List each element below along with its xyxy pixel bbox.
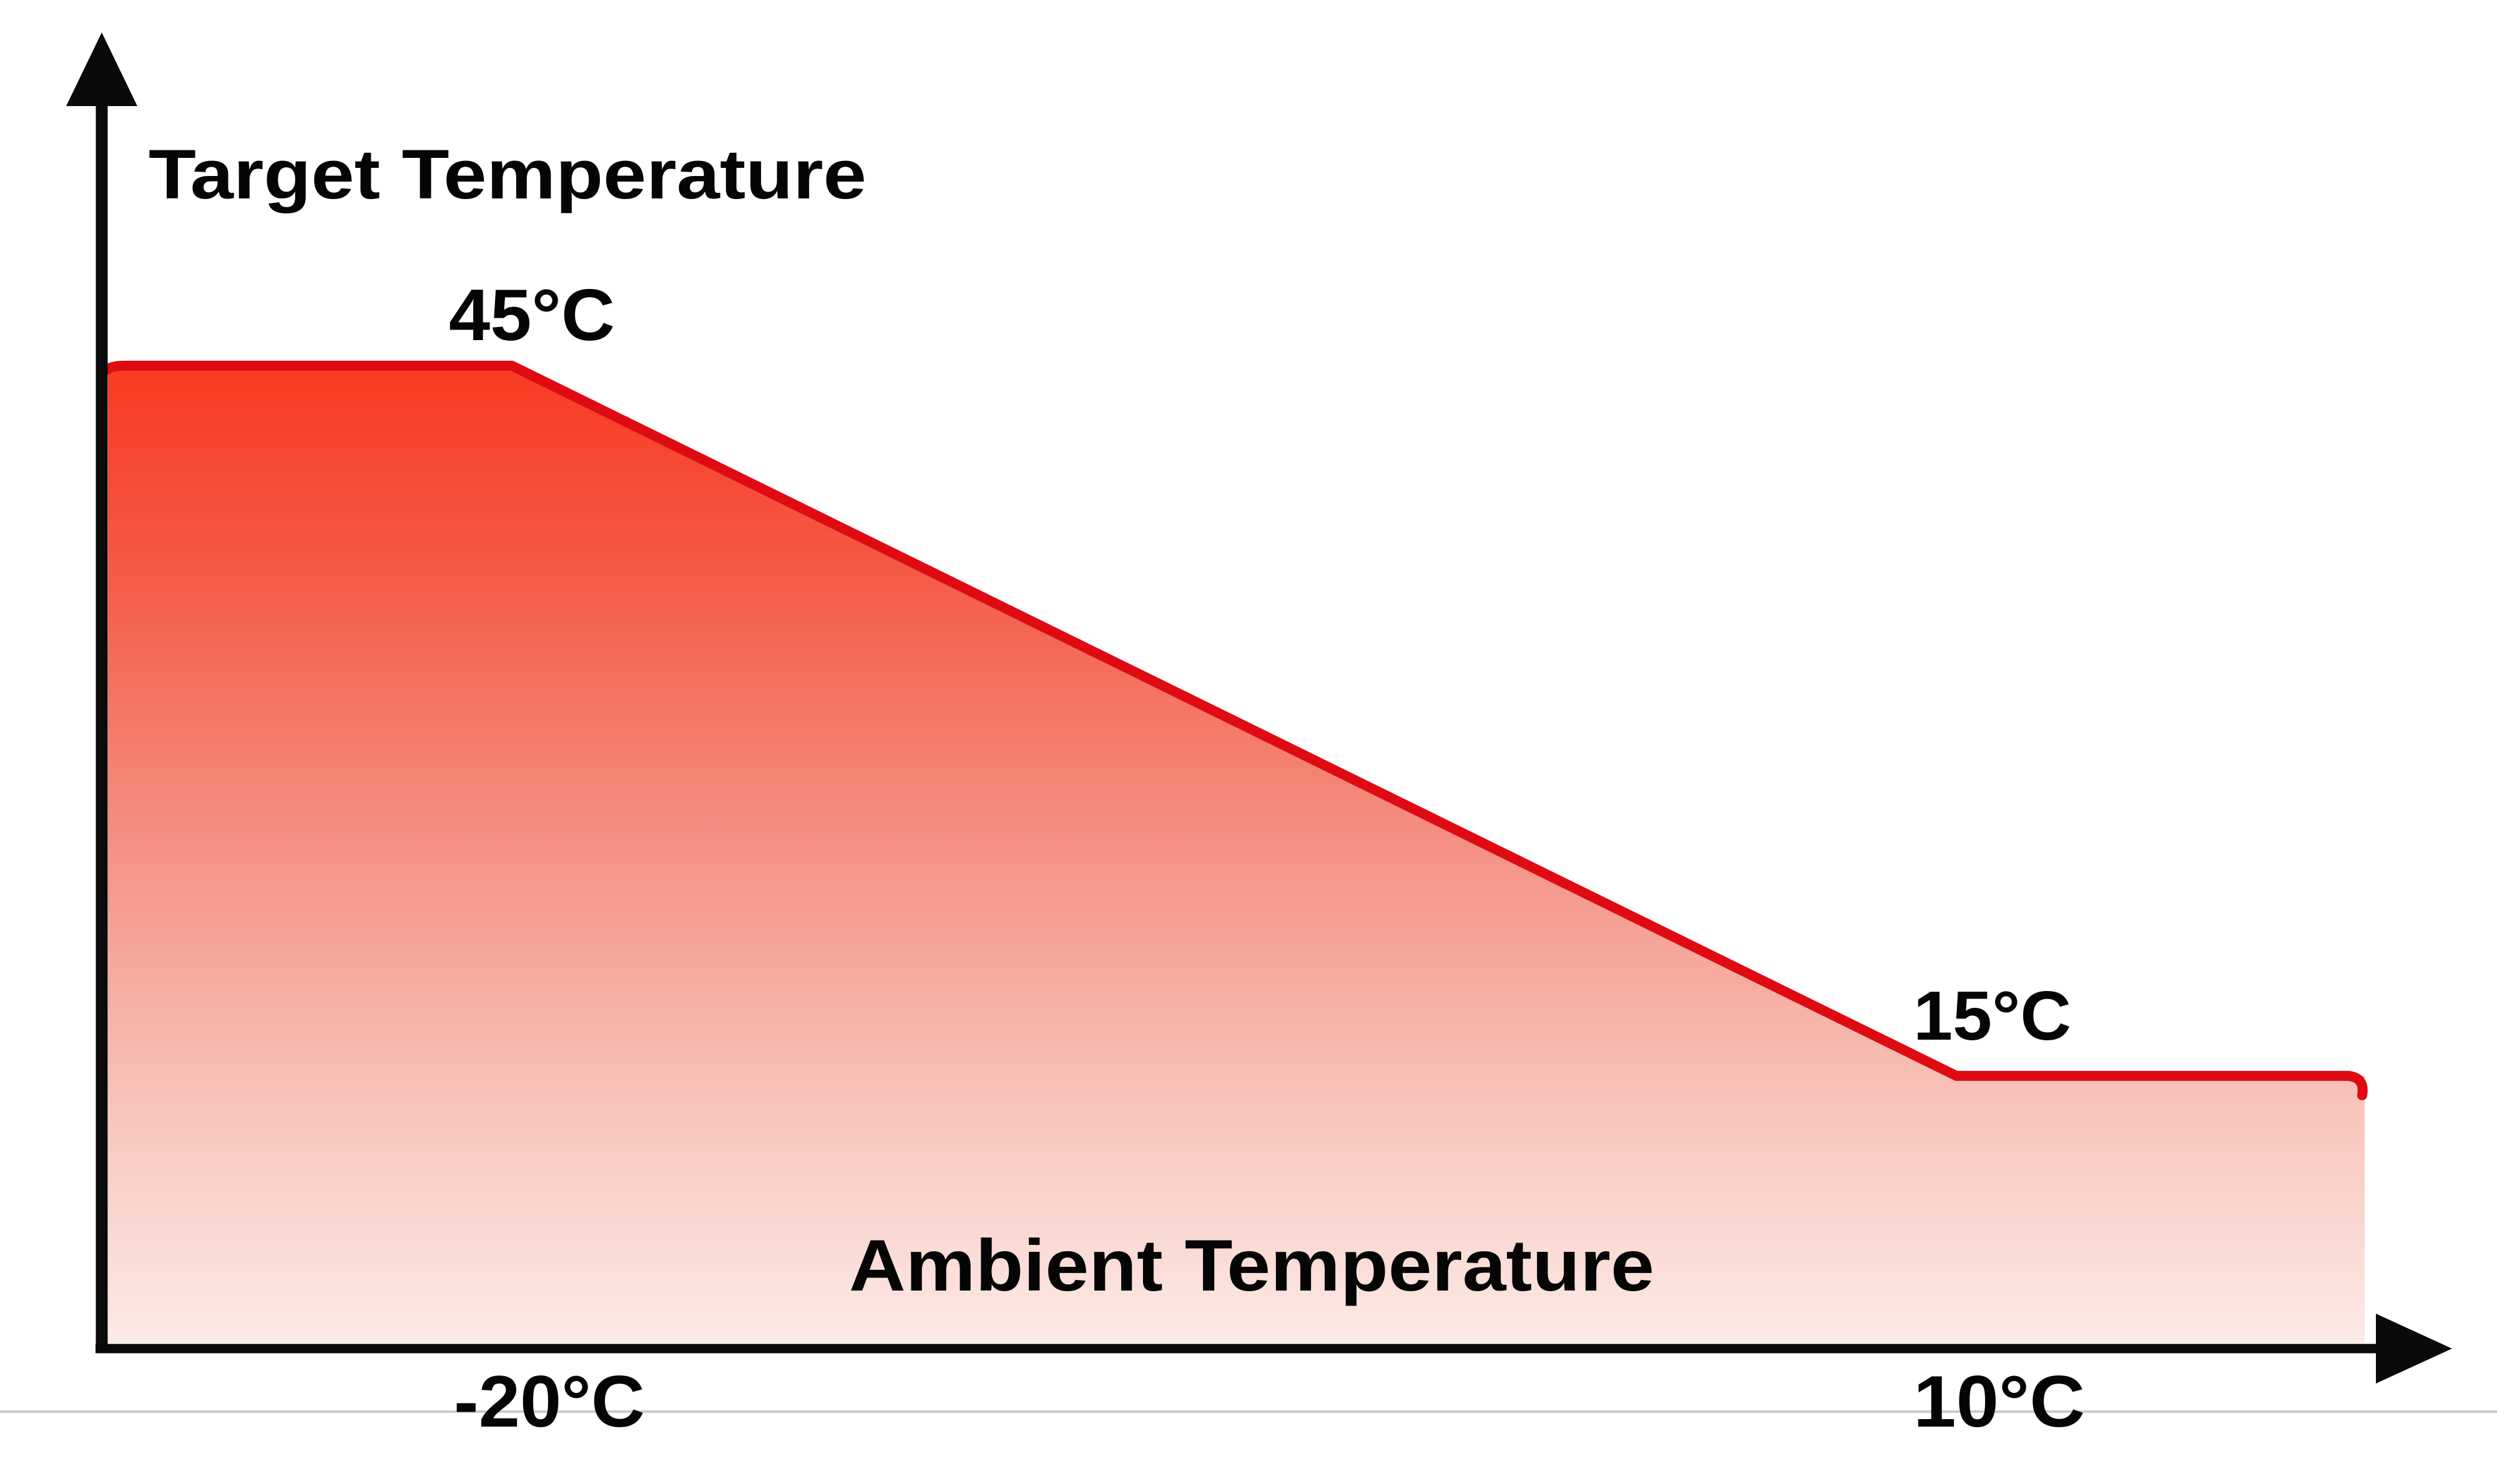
y-axis-title-label: Target Temperature: [149, 135, 866, 213]
x-break-end-label: 10°C: [1913, 1360, 2085, 1442]
target-curve-line: [103, 361, 2368, 1100]
x-axis-arrowhead-icon: [2376, 1314, 2452, 1384]
high-plateau-value-label: 45°C: [449, 274, 615, 356]
y-axis-arrowhead-icon: [66, 32, 137, 106]
x-axis-title-label: Ambient Temperature: [849, 1224, 1654, 1306]
target-curve-area: [108, 366, 2365, 1343]
low-plateau-value-label: 15°C: [1913, 977, 2071, 1055]
x-break-start-label: -20°C: [454, 1360, 645, 1442]
